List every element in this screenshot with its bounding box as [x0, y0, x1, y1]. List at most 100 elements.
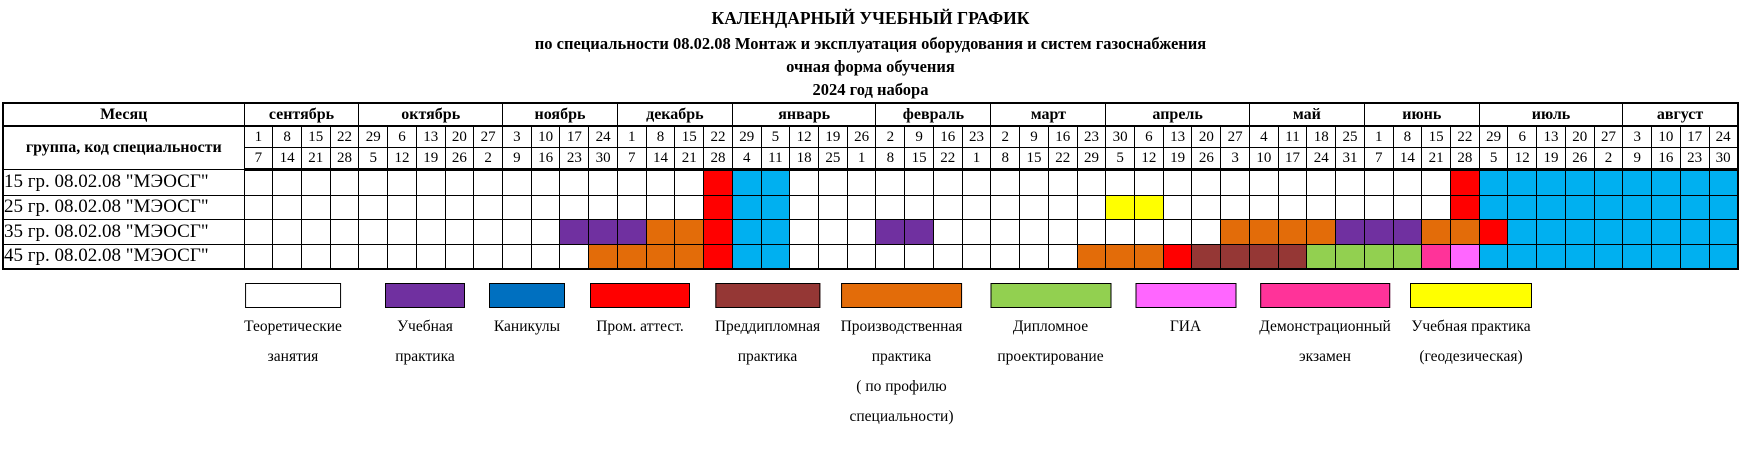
month-header: октябрь	[358, 102, 504, 127]
week-end-date: 28	[703, 147, 733, 171]
week-cell	[1478, 243, 1509, 270]
week-cell	[358, 219, 389, 245]
week-start-date: 30	[1105, 125, 1136, 148]
week-cell	[1220, 219, 1250, 245]
week-start-date: 20	[1564, 125, 1595, 148]
week-cell	[990, 194, 1021, 220]
week-cell	[300, 243, 331, 270]
week-cell	[817, 243, 848, 270]
legend-label-line: Производственная	[840, 318, 963, 335]
week-start-date: 8	[1392, 125, 1423, 148]
week-cell	[645, 243, 676, 270]
week-cell	[1450, 194, 1480, 220]
week-cell	[243, 169, 274, 196]
week-cell	[1708, 194, 1739, 220]
legend-item: Пром. аттест.	[590, 283, 690, 342]
week-cell	[703, 219, 733, 245]
week-end-date: 14	[272, 147, 302, 171]
week-cell	[674, 169, 705, 196]
title-specialty: по специальности 08.02.08 Монтаж и экспл…	[534, 34, 1207, 53]
legend-color-swatch	[1135, 283, 1236, 308]
week-start-date: 27	[1593, 125, 1624, 148]
week-cell	[674, 243, 705, 270]
week-cell	[616, 194, 647, 220]
week-cell	[1392, 194, 1423, 220]
week-end-date: 19	[1162, 147, 1193, 171]
week-cell	[1248, 243, 1279, 270]
week-cell	[1564, 219, 1595, 245]
week-cell	[1019, 194, 1049, 220]
week-start-date: 18	[1306, 125, 1337, 148]
week-cell	[1651, 194, 1681, 220]
week-cell	[990, 219, 1021, 245]
week-end-date: 21	[300, 147, 331, 171]
week-cell	[875, 219, 906, 245]
week-cell	[1622, 194, 1653, 220]
legend-item: Учебная практика	[385, 283, 465, 372]
week-cell	[1622, 243, 1653, 270]
week-start-date: 22	[329, 125, 360, 148]
week-cell	[760, 194, 791, 220]
legend-label-line: Дипломное	[1012, 318, 1089, 335]
week-cell	[817, 169, 848, 196]
legend-item: Теоретические занятия	[244, 283, 342, 372]
week-end-date: 12	[1134, 147, 1164, 171]
week-cell	[1450, 169, 1480, 196]
week-cell	[1421, 169, 1451, 196]
group-label: 25 гр. 08.02.08 "МЭОСГ"	[2, 194, 245, 220]
week-start-date: 12	[789, 125, 819, 148]
week-cell	[300, 219, 331, 245]
week-start-date: 15	[1421, 125, 1451, 148]
week-cell	[444, 243, 475, 270]
week-cell	[1564, 243, 1595, 270]
week-end-date: 23	[559, 147, 590, 171]
week-cell	[300, 194, 331, 220]
week-end-date: 26	[444, 147, 475, 171]
week-cell	[1162, 169, 1193, 196]
week-start-date: 15	[300, 125, 331, 148]
week-cell	[243, 219, 274, 245]
week-cell	[1392, 169, 1423, 196]
week-cell	[1162, 219, 1193, 245]
week-cell	[272, 169, 302, 196]
week-cell	[904, 194, 934, 220]
legend-label: Каникулы	[494, 312, 560, 342]
legend-label-line: занятия	[267, 348, 319, 365]
week-cell	[961, 243, 992, 270]
week-cell	[1306, 243, 1337, 270]
week-start-date: 3	[1622, 125, 1653, 148]
week-start-date: 5	[760, 125, 791, 148]
month-header: май	[1248, 102, 1365, 127]
week-start-date: 1	[243, 125, 274, 148]
week-start-date: 17	[1679, 125, 1710, 148]
week-cell	[530, 243, 561, 270]
legend-item: Каникулы	[489, 283, 565, 342]
week-cell	[1019, 243, 1049, 270]
week-end-date: 25	[817, 147, 848, 171]
week-cell	[817, 194, 848, 220]
week-end-date: 9	[1622, 147, 1653, 171]
week-cell	[961, 219, 992, 245]
week-cell	[1220, 194, 1250, 220]
week-cell	[932, 169, 963, 196]
month-header: январь	[731, 102, 877, 127]
week-cell	[1679, 169, 1710, 196]
week-cell	[1708, 219, 1739, 245]
week-cell	[645, 194, 676, 220]
week-end-date: 12	[387, 147, 417, 171]
week-end-date: 15	[904, 147, 934, 171]
week-start-date: 13	[1536, 125, 1566, 148]
week-cell	[1507, 194, 1538, 220]
week-cell	[1363, 219, 1394, 245]
week-cell	[329, 219, 360, 245]
week-end-date: 22	[1047, 147, 1078, 171]
week-cell	[502, 194, 532, 220]
legend-label-line: (геодезическая)	[1419, 348, 1523, 365]
week-cell	[703, 243, 733, 270]
week-cell	[329, 194, 360, 220]
week-end-date: 30	[588, 147, 618, 171]
month-col-header: Месяц	[2, 102, 245, 127]
week-cell	[817, 219, 848, 245]
legend-label-line: проектирование	[997, 348, 1104, 365]
week-end-date: 5	[358, 147, 389, 171]
